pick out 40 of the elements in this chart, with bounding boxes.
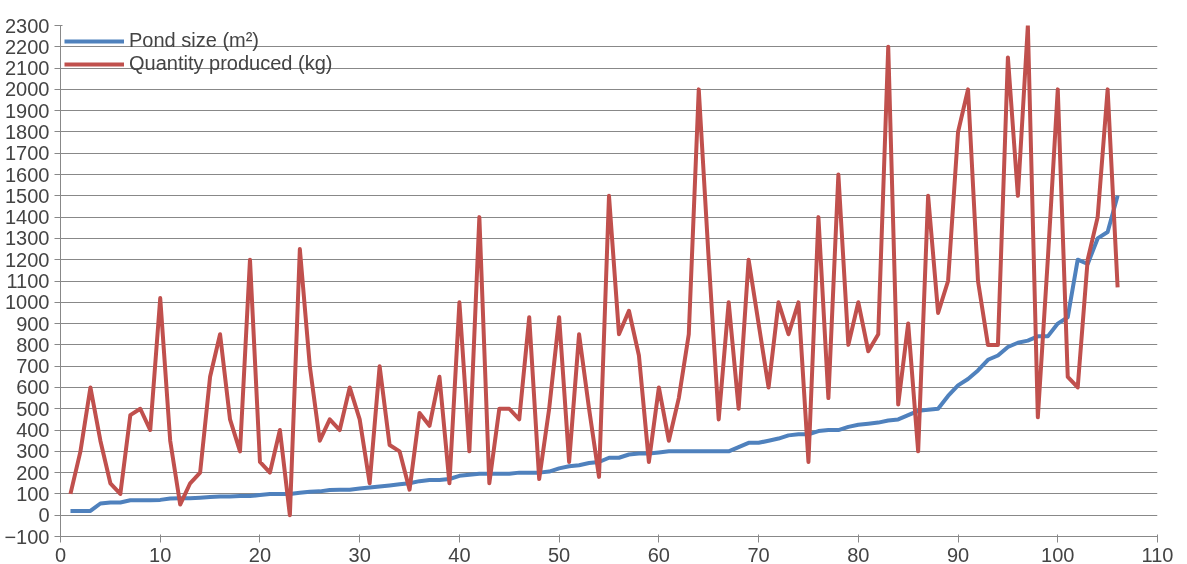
y-tick-label: 2100 [5, 57, 50, 80]
x-tick-label: 100 [1041, 543, 1075, 564]
y-tick-label: 1200 [5, 248, 50, 271]
x-tick-label: 20 [248, 543, 272, 564]
y-tick-label: 1000 [5, 291, 50, 314]
y-tick-label: 1500 [5, 184, 50, 207]
y-tick-label: 900 [16, 312, 50, 335]
x-tick-label: 110 [1141, 543, 1174, 564]
y-tick-label: 200 [16, 461, 50, 484]
y-tick-label: 1100 [6, 270, 50, 292]
x-tick-label: 50 [548, 543, 571, 564]
y-tick-label: 1600 [5, 163, 50, 186]
x-tick-label: 80 [847, 543, 870, 564]
y-tick-label: 1900 [5, 99, 50, 122]
x-tick-label: 60 [647, 543, 670, 564]
line-series [68, 193, 1120, 513]
y-tick-label: 1700 [5, 142, 50, 165]
y-tick-label: 2300 [5, 14, 50, 37]
x-tick-label: 90 [946, 543, 970, 564]
y-tick-label: 0 [38, 504, 50, 527]
y-tick-label: 1400 [5, 206, 50, 229]
y-tick-label: 700 [16, 355, 50, 378]
y-tick-label: 2200 [5, 35, 50, 58]
y-tick-label: 800 [16, 333, 50, 356]
y-tick-label: 400 [16, 419, 50, 442]
line-series [68, 25, 1120, 518]
x-tick-label: 0 [54, 543, 67, 564]
x-tick-label: 70 [747, 543, 770, 564]
x-tick-label: 30 [348, 543, 371, 564]
y-tick-label: 1800 [5, 120, 50, 143]
y-tick-label: 2000 [5, 78, 50, 101]
x-tick-label: 40 [448, 543, 471, 564]
legend-label: Pond size (m²) [129, 29, 260, 52]
y-tick-label: −100 [4, 525, 50, 548]
y-tick-label: 1300 [5, 227, 50, 250]
y-tick-label: 600 [16, 376, 50, 399]
y-tick-label: 500 [16, 397, 50, 420]
y-tick-label: 300 [16, 440, 50, 463]
x-tick-label: 10 [149, 543, 172, 564]
y-tick-label: 100 [16, 482, 50, 505]
